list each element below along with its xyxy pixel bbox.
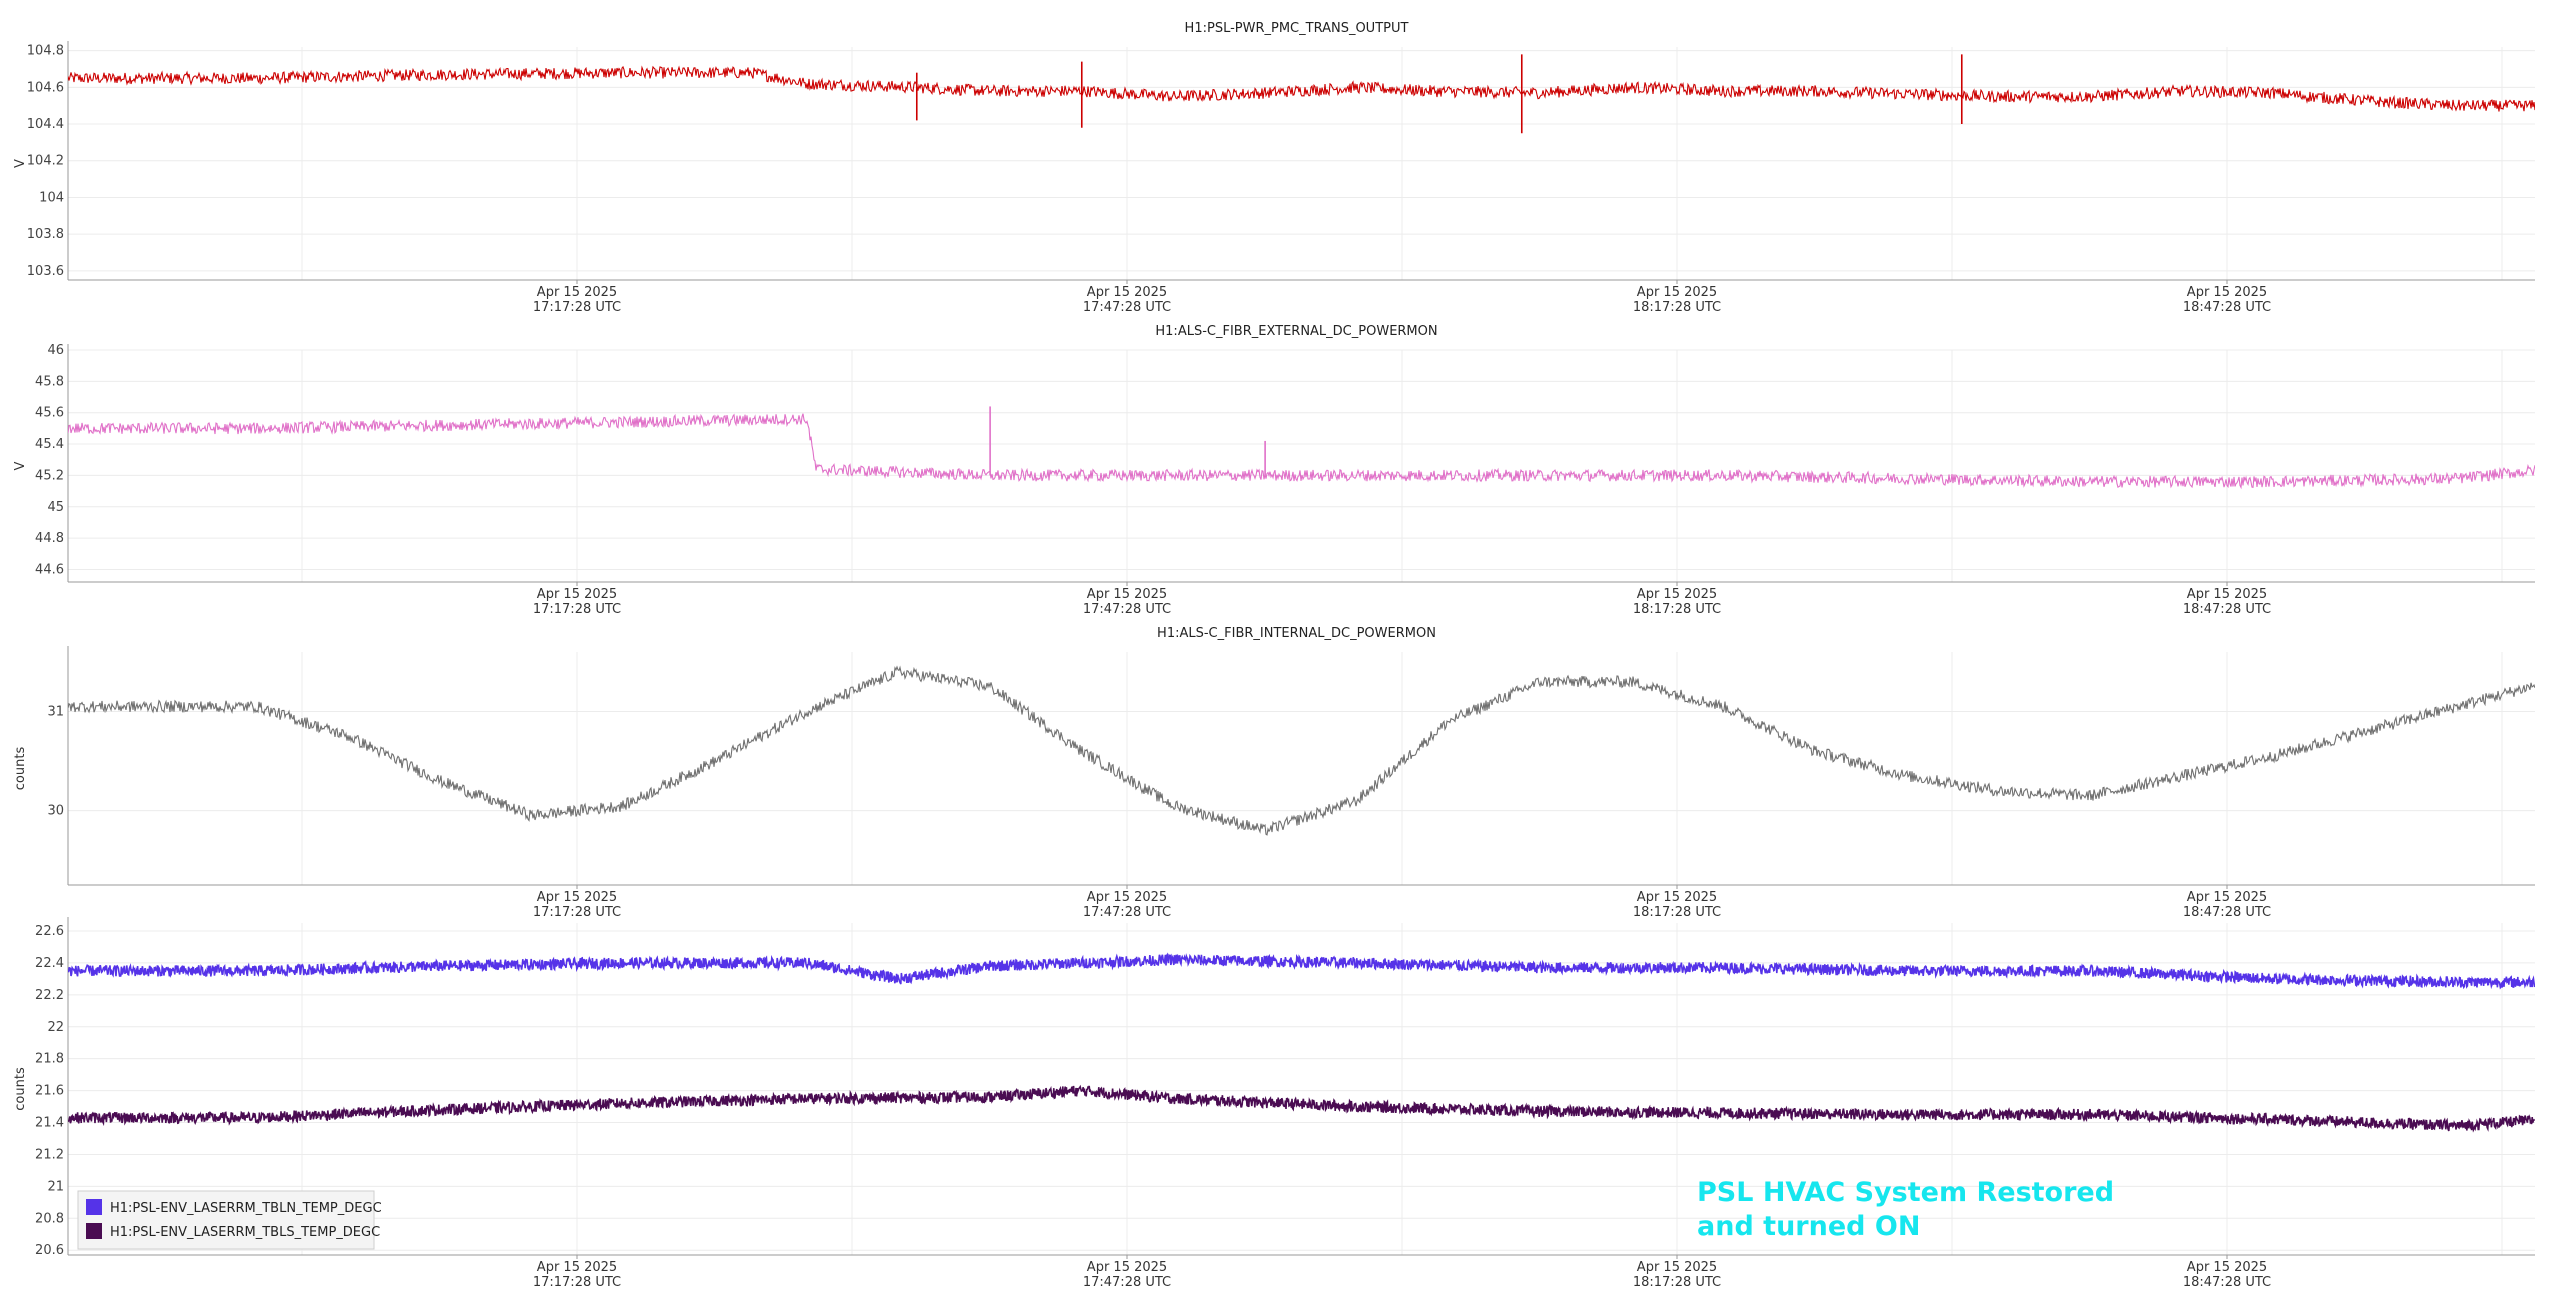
y-tick-label: 21.6 [35,1084,64,1099]
y-tick-label: 104 [39,190,64,205]
x-tick-label-date: Apr 15 2025 [1637,1260,1717,1275]
x-tick-label-time: 17:47:28 UTC [1083,602,1171,617]
y-axis-label: counts [13,1067,28,1111]
y-tick-label: 104.6 [27,80,64,95]
x-tick-label-time: 18:47:28 UTC [2183,905,2271,920]
x-tick-label-time: 18:17:28 UTC [1633,602,1721,617]
x-tick-label-date: Apr 15 2025 [2187,587,2267,602]
x-tick-label-time: 18:17:28 UTC [1633,905,1721,920]
y-tick-label: 103.8 [27,227,64,242]
y-tick-label: 21.8 [35,1052,64,1067]
legend-label: H1:PSL-ENV_LASERRM_TBLN_TEMP_DEGC [110,1201,382,1216]
chart-title: H1:ALS-C_FIBR_INTERNAL_DC_POWERMON [1157,626,1436,641]
x-tick-label-date: Apr 15 2025 [1087,890,1167,905]
y-tick-label: 45.8 [35,374,64,389]
x-tick-label-time: 18:17:28 UTC [1633,300,1721,315]
series-line-1 [68,65,2535,112]
y-tick-label: 22.2 [35,988,64,1003]
y-tick-label: 20.8 [35,1211,64,1226]
x-tick-label-date: Apr 15 2025 [1087,285,1167,300]
x-tick-label-time: 18:47:28 UTC [2183,300,2271,315]
x-tick-label-date: Apr 15 2025 [1637,890,1717,905]
y-tick-label: 44.8 [35,531,64,546]
y-tick-label: 22.6 [35,924,64,939]
y-tick-label: 20.6 [35,1243,64,1258]
x-tick-label-time: 17:47:28 UTC [1083,1275,1171,1290]
y-tick-label: 30 [47,804,64,819]
y-tick-label: 104.4 [27,117,64,132]
x-tick-label-date: Apr 15 2025 [1087,1260,1167,1275]
y-tick-label: 21.2 [35,1147,64,1162]
chart-title: H1:PSL-PWR_PMC_TRANS_OUTPUT [1185,21,1409,36]
x-tick-label-time: 17:47:28 UTC [1083,905,1171,920]
y-tick-label: 45 [47,500,64,515]
legend-label: H1:PSL-ENV_LASERRM_TBLS_TEMP_DEGC [110,1225,380,1240]
x-tick-label-date: Apr 15 2025 [2187,285,2267,300]
y-tick-label: 45.4 [35,437,64,452]
x-tick-label-date: Apr 15 2025 [2187,890,2267,905]
series-line-1 [68,413,2535,490]
chart-title: H1:ALS-C_FIBR_EXTERNAL_DC_POWERMON [1155,324,1437,339]
x-tick-label-date: Apr 15 2025 [1637,285,1717,300]
x-tick-label-time: 18:47:28 UTC [2183,1275,2271,1290]
series-line-2 [68,1084,2535,1133]
legend: H1:PSL-ENV_LASERRM_TBLN_TEMP_DEGC H1:PSL-… [77,1190,382,1250]
legend-swatch [86,1199,102,1215]
x-tick-label-date: Apr 15 2025 [1087,587,1167,602]
y-tick-label: 22 [47,1020,64,1035]
y-tick-label: 103.6 [27,264,64,279]
hvac-annotation: PSL HVAC System Restored and turned ON [1697,1176,2114,1244]
series-line-1 [68,665,2535,836]
x-tick-label-date: Apr 15 2025 [1637,587,1717,602]
y-tick-label: 44.6 [35,562,64,577]
y-tick-label: 45.6 [35,406,64,421]
x-tick-label-date: Apr 15 2025 [537,890,617,905]
y-tick-label: 31 [47,704,64,719]
y-axis-label: V [13,461,28,470]
x-tick-label-date: Apr 15 2025 [2187,1260,2267,1275]
x-tick-label-time: 17:17:28 UTC [533,602,621,617]
hvac-annotation-line1: PSL HVAC System Restored [1697,1177,2115,1208]
y-tick-label: 22.4 [35,956,64,971]
x-tick-label-date: Apr 15 2025 [537,1260,617,1275]
y-tick-label: 21 [47,1179,64,1194]
legend-swatch [86,1223,102,1239]
chart-panel-1: 104.8 104.6 104.4 104.2 104 103.8 103.6 Apr 15 … [13,21,2535,315]
y-tick-label: 104.8 [27,44,64,59]
y-axis-label: V [13,159,28,168]
y-axis-label: counts [13,747,28,791]
y-tick-label: 46 [47,343,64,358]
x-tick-label-time: 18:17:28 UTC [1633,1275,1721,1290]
hvac-annotation-line2: and turned ON [1697,1211,1921,1242]
y-tick-label: 45.2 [35,468,64,483]
chart-panel-4: 22.6 22.4 22.2 22 21.8 21.6 21.4 21.2 21 20.8 20.6… [13,917,2535,1290]
y-tick-label: 21.4 [35,1116,64,1131]
x-tick-label-time: 18:47:28 UTC [2183,602,2271,617]
x-tick-label-time: 17:17:28 UTC [533,1275,621,1290]
x-tick-label-date: Apr 15 2025 [537,285,617,300]
x-tick-label-time: 17:17:28 UTC [533,300,621,315]
legend-box [77,1190,375,1250]
x-tick-label-time: 17:47:28 UTC [1083,300,1171,315]
x-tick-label-date: Apr 15 2025 [537,587,617,602]
y-tick-label: 104.2 [27,154,64,169]
series-line-1 [68,952,2535,990]
x-tick-label-time: 17:17:28 UTC [533,905,621,920]
